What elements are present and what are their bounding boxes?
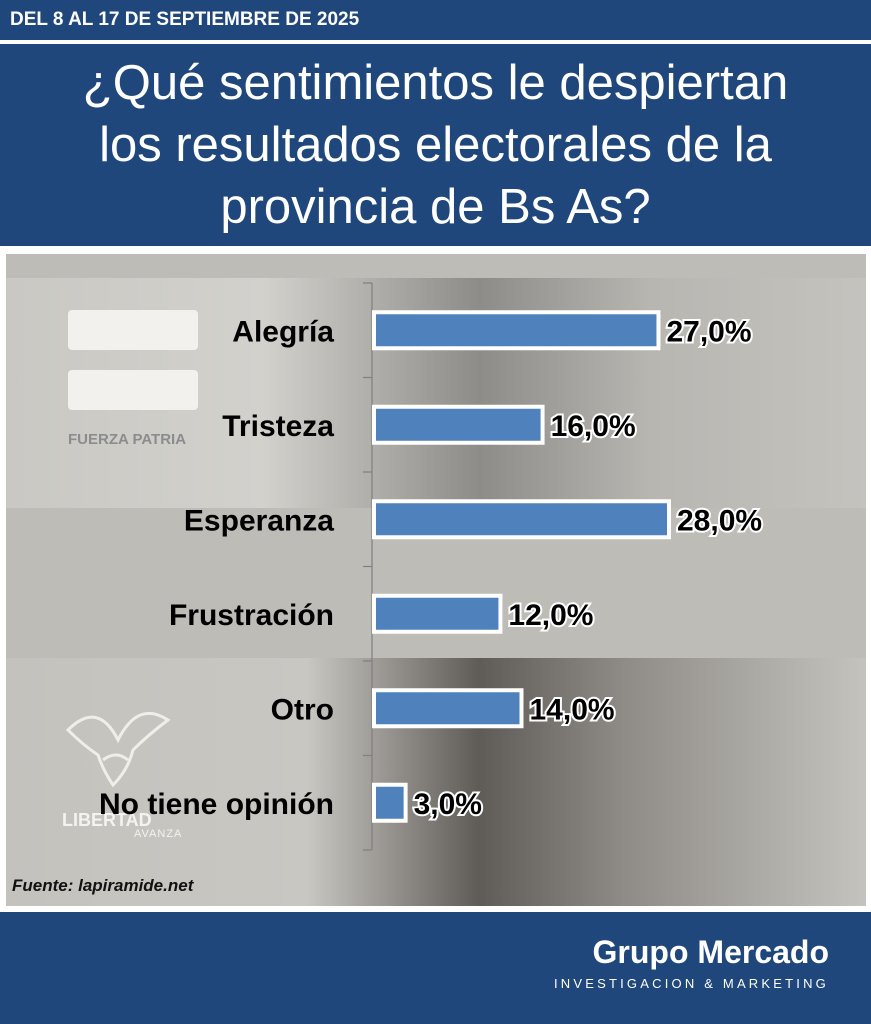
title-box: ¿Qué sentimientos le despiertan los resu… bbox=[0, 44, 871, 246]
labels: Alegría 27,0% Tristeza 16,0% Esperanza 28,0% F… bbox=[99, 313, 764, 823]
bar bbox=[372, 499, 671, 540]
date-range-text: DEL 8 AL 17 DE SEPTIEMBRE DE 2025 bbox=[10, 9, 360, 30]
footer-banner: Grupo Mercado INVESTIGACION & MARKETING bbox=[0, 912, 871, 1024]
brand-name: Grupo Mercado bbox=[592, 934, 829, 970]
source-note: Fuente: lapiramide.net bbox=[12, 876, 194, 895]
libertad-avanza-logo: LIBERTAD AVANZA bbox=[58, 690, 198, 850]
category-label: Alegría bbox=[232, 315, 334, 348]
bars bbox=[372, 310, 671, 823]
data-label: 12,0% bbox=[508, 599, 593, 632]
category-label: Tristeza bbox=[222, 410, 334, 443]
data-label: 3,0% bbox=[414, 788, 482, 821]
fuerza-patria-logo-text: FUERZA PATRIA bbox=[68, 431, 187, 448]
libertad-avanza-logo-subtext: AVANZA bbox=[134, 828, 183, 840]
data-label: 16,0% bbox=[551, 410, 636, 443]
title-line-1: ¿Qué sentimientos le despiertan bbox=[82, 56, 789, 110]
title-line-3: provincia de Bs As? bbox=[220, 180, 651, 234]
title-line-2: los resultados electorales de la bbox=[99, 118, 772, 172]
logo-stripe bbox=[68, 310, 198, 350]
category-label: Frustración bbox=[169, 599, 334, 632]
date-range-banner: DEL 8 AL 17 DE SEPTIEMBRE DE 2025 bbox=[0, 0, 871, 40]
category-label: Otro bbox=[271, 693, 334, 726]
logo-stripe bbox=[68, 370, 198, 410]
fuerza-patria-logo: FUERZA PATRIA bbox=[68, 310, 198, 470]
bar bbox=[372, 404, 545, 445]
brand-tagline: INVESTIGACION & MARKETING bbox=[553, 976, 829, 991]
libertad-avanza-logo-text: LIBERTAD bbox=[62, 810, 152, 830]
data-label: 14,0% bbox=[530, 693, 615, 726]
bar bbox=[372, 593, 503, 634]
chart-area: FUERZA PATRIA LIBERTAD AVANZA bbox=[6, 254, 866, 906]
chart-title: ¿Qué sentimientos le despiertan los resu… bbox=[83, 52, 788, 238]
data-label: 28,0% bbox=[677, 504, 762, 537]
bar-chart: Alegría 27,0% Tristeza 16,0% Esperanza 28,0% F… bbox=[99, 282, 764, 851]
category-axis bbox=[363, 282, 373, 851]
eagle-icon bbox=[65, 711, 171, 788]
category-label: No tiene opinión bbox=[99, 788, 334, 821]
bar bbox=[372, 310, 661, 351]
category-label: Esperanza bbox=[184, 504, 334, 537]
bar bbox=[372, 688, 524, 729]
data-label: 27,0% bbox=[666, 315, 751, 348]
bar bbox=[372, 782, 408, 823]
